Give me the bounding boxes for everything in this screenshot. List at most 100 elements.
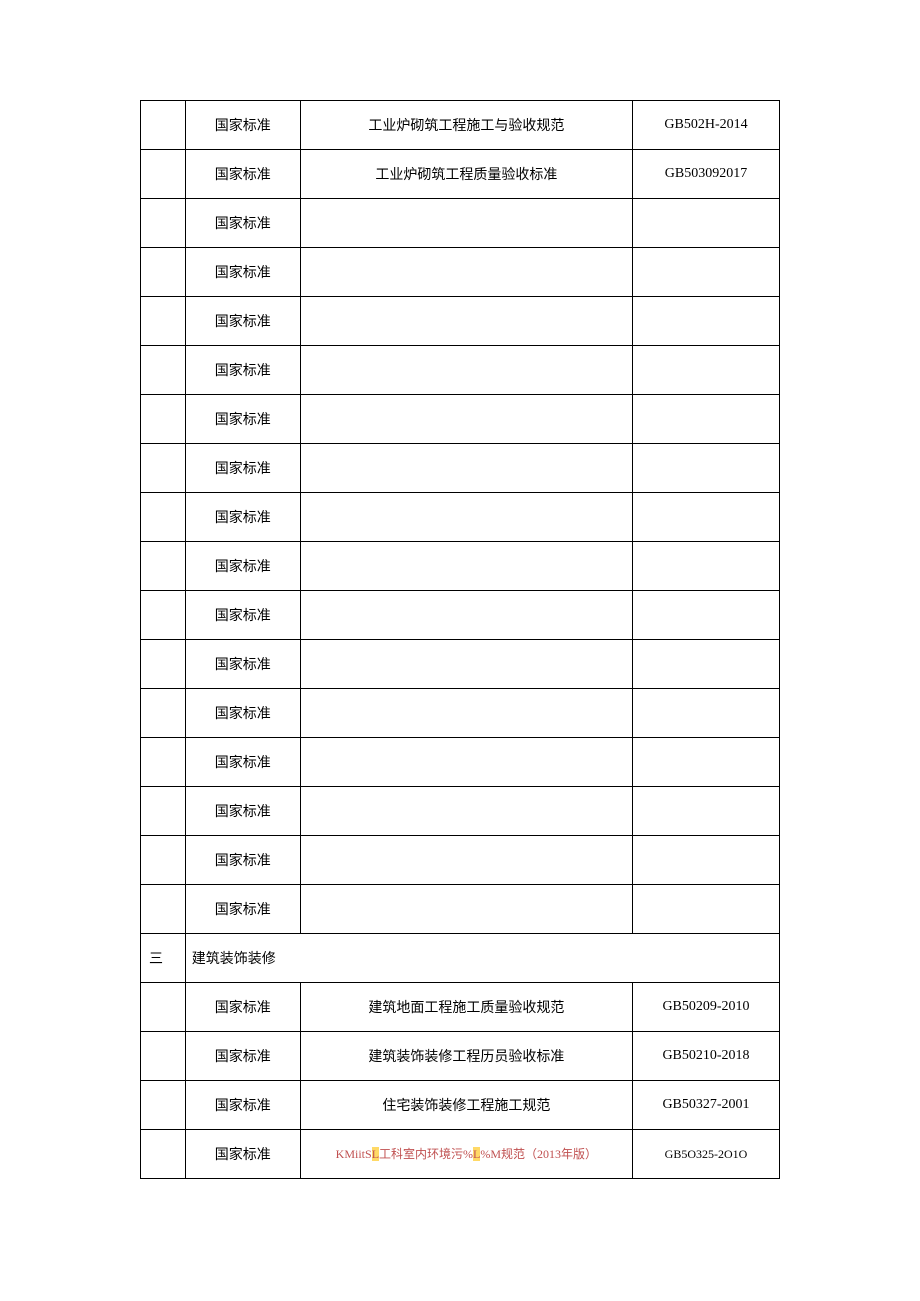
table-cell — [141, 444, 186, 493]
table-cell — [300, 542, 632, 591]
table-row: 国家标准 — [141, 689, 780, 738]
table-cell — [633, 885, 780, 934]
table-cell: GB50209-2010 — [633, 983, 780, 1032]
table-cell: 国家标准 — [185, 101, 300, 150]
table-cell — [141, 1032, 186, 1081]
table-cell — [300, 199, 632, 248]
table-cell: 国家标准 — [185, 1130, 300, 1179]
table-row: 国家标准 — [141, 493, 780, 542]
table-cell: 国家标准 — [185, 199, 300, 248]
table-cell: 国家标准 — [185, 836, 300, 885]
table-cell: 住宅装饰装修工程施工规范 — [300, 1081, 632, 1130]
table-cell — [633, 248, 780, 297]
table-row: 国家标准工业炉砌筑工程施工与验收规范GB502H-2014 — [141, 101, 780, 150]
table-body: 国家标准工业炉砌筑工程施工与验收规范GB502H-2014国家标准工业炉砌筑工程… — [141, 101, 780, 1179]
table-cell: 国家标准 — [185, 591, 300, 640]
table-cell — [633, 395, 780, 444]
table-cell — [141, 493, 186, 542]
table-cell — [141, 1130, 186, 1179]
table-cell — [300, 591, 632, 640]
table-row: 国家标准建筑装饰装修工程历员验收标准GB50210-2018 — [141, 1032, 780, 1081]
table-cell: 国家标准 — [185, 787, 300, 836]
table-cell — [141, 248, 186, 297]
table-cell: 工业炉砌筑工程质量验收标准 — [300, 150, 632, 199]
table-row: 国家标准 — [141, 640, 780, 689]
table-cell — [141, 199, 186, 248]
table-row: 国家标准 — [141, 346, 780, 395]
table-row: 国家标准 — [141, 444, 780, 493]
table-row: 国家标准 — [141, 542, 780, 591]
table-cell — [141, 395, 186, 444]
table-cell — [141, 1081, 186, 1130]
table-row: 国家标准 — [141, 591, 780, 640]
table-cell — [300, 297, 632, 346]
table-cell — [141, 591, 186, 640]
table-cell — [300, 640, 632, 689]
table-cell — [300, 248, 632, 297]
table-cell: 国家标准 — [185, 248, 300, 297]
table-cell — [141, 150, 186, 199]
table-row: 国家标准 — [141, 395, 780, 444]
table-cell — [141, 101, 186, 150]
table-row: 国家标准 — [141, 199, 780, 248]
table-cell — [141, 346, 186, 395]
table-cell: GB503092017 — [633, 150, 780, 199]
table-row: 国家标准 — [141, 738, 780, 787]
table-cell — [300, 787, 632, 836]
table-cell — [633, 297, 780, 346]
table-cell — [300, 395, 632, 444]
table-row: 国家标准 — [141, 885, 780, 934]
table-cell: 国家标准 — [185, 150, 300, 199]
table-cell: 国家标准 — [185, 444, 300, 493]
section-title: 建筑装饰装修 — [185, 934, 779, 983]
table-cell-special: KMiitSL工科室内环境污%L%M规范（2013年版） — [300, 1130, 632, 1179]
table-row: 国家标准建筑地面工程施工质量验收规范GB50209-2010 — [141, 983, 780, 1032]
table-cell — [141, 738, 186, 787]
table-cell — [141, 787, 186, 836]
table-cell — [141, 885, 186, 934]
table-cell: GB5O325-2O1O — [633, 1130, 780, 1179]
table-cell: 国家标准 — [185, 1032, 300, 1081]
table-cell — [300, 444, 632, 493]
table-cell: GB50210-2018 — [633, 1032, 780, 1081]
section-header-row: 三建筑装饰装修 — [141, 934, 780, 983]
table-cell — [633, 591, 780, 640]
table-cell — [633, 738, 780, 787]
table-row: 国家标准 — [141, 248, 780, 297]
table-cell — [300, 689, 632, 738]
table-cell — [141, 689, 186, 738]
table-cell: 国家标准 — [185, 738, 300, 787]
table-cell — [633, 787, 780, 836]
table-row: 国家标准 — [141, 297, 780, 346]
table-cell — [633, 836, 780, 885]
table-cell: 建筑地面工程施工质量验收规范 — [300, 983, 632, 1032]
table-cell — [300, 885, 632, 934]
table-row: 国家标准住宅装饰装修工程施工规范GB50327-2001 — [141, 1081, 780, 1130]
table-row: 国家标准KMiitSL工科室内环境污%L%M规范（2013年版）GB5O325-… — [141, 1130, 780, 1179]
table-cell: 建筑装饰装修工程历员验收标准 — [300, 1032, 632, 1081]
table-cell: 国家标准 — [185, 542, 300, 591]
table-cell: 国家标准 — [185, 885, 300, 934]
table-cell: 国家标准 — [185, 395, 300, 444]
table-cell — [633, 199, 780, 248]
standards-table: 国家标准工业炉砌筑工程施工与验收规范GB502H-2014国家标准工业炉砌筑工程… — [140, 100, 780, 1179]
table-cell — [633, 689, 780, 738]
table-cell — [633, 493, 780, 542]
table-cell — [141, 836, 186, 885]
table-cell: GB50327-2001 — [633, 1081, 780, 1130]
table-cell — [141, 297, 186, 346]
table-cell — [633, 640, 780, 689]
table-row: 国家标准工业炉砌筑工程质量验收标准GB503092017 — [141, 150, 780, 199]
section-number: 三 — [141, 934, 186, 983]
table-cell — [141, 640, 186, 689]
table-cell: 国家标准 — [185, 493, 300, 542]
table-cell — [300, 738, 632, 787]
table-cell: 国家标准 — [185, 297, 300, 346]
table-row: 国家标准 — [141, 787, 780, 836]
table-cell — [300, 836, 632, 885]
table-cell: 国家标准 — [185, 689, 300, 738]
table-cell — [300, 346, 632, 395]
table-cell: 国家标准 — [185, 640, 300, 689]
table-row: 国家标准 — [141, 836, 780, 885]
table-cell: 国家标准 — [185, 983, 300, 1032]
